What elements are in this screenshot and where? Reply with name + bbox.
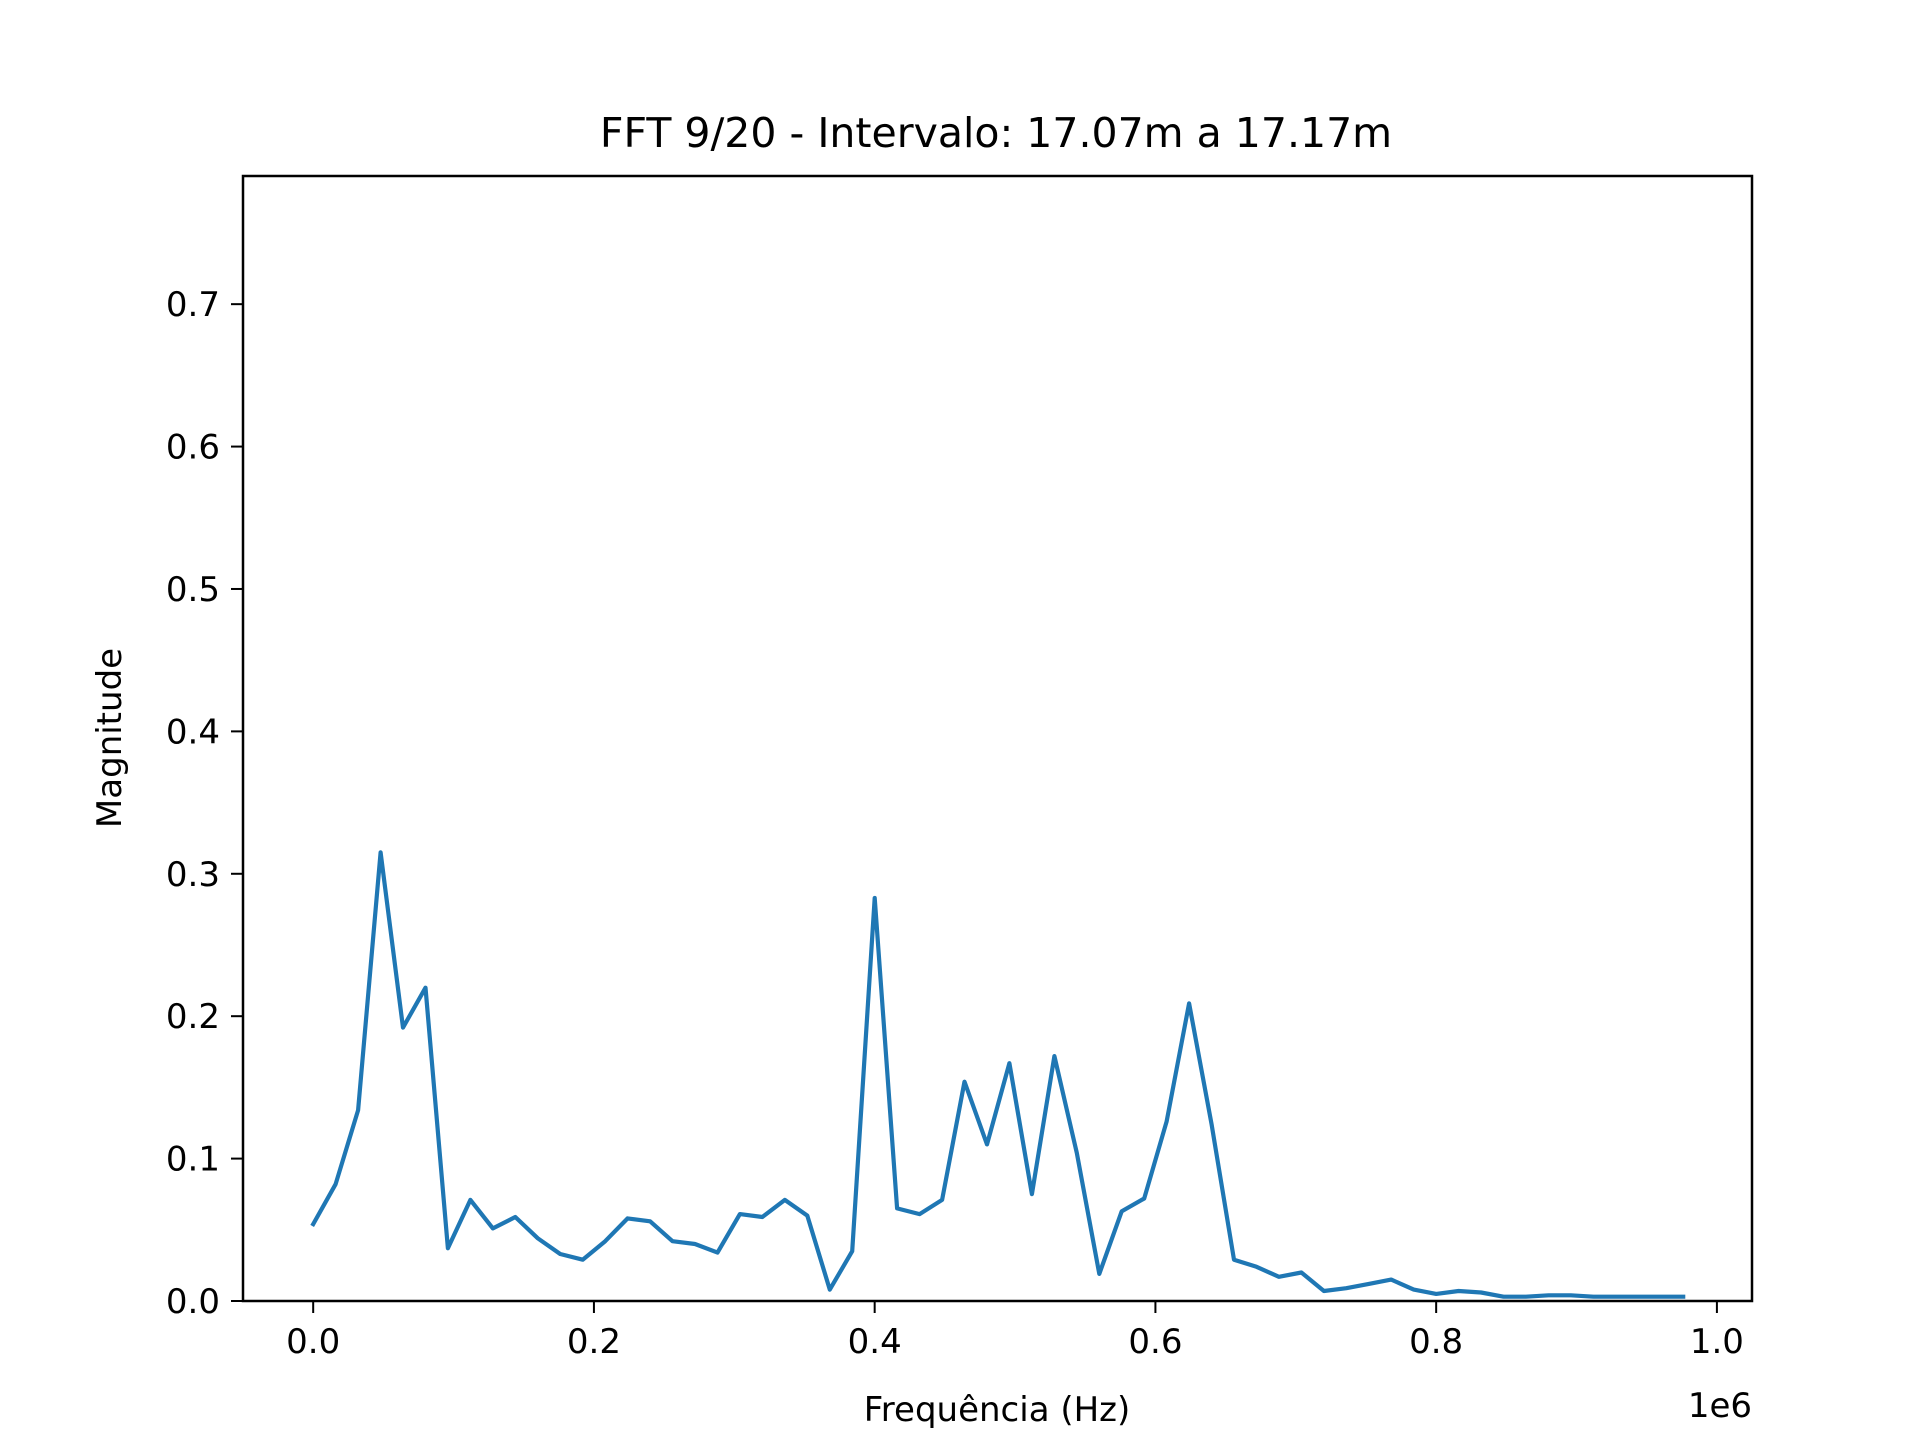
x-tick-label: 0.6 — [1128, 1322, 1182, 1362]
y-tick-label: 0.3 — [166, 855, 220, 895]
plot-area — [241, 174, 1754, 1303]
x-axis-title: Frequência (Hz) — [864, 1390, 1131, 1430]
y-tick-label: 0.6 — [166, 428, 220, 468]
y-tick-label: 0.4 — [166, 712, 220, 752]
chart-title: FFT 9/20 - Intervalo: 17.07m a 17.17m — [600, 109, 1392, 157]
x-tick-label: 0.2 — [567, 1322, 621, 1362]
x-tick-label: 0.0 — [286, 1322, 340, 1362]
x-tick-label: 0.8 — [1409, 1322, 1463, 1362]
series-group — [310, 850, 1686, 1299]
y-axis-title: Magnitude — [90, 648, 130, 828]
x-tick-label: 0.4 — [848, 1322, 902, 1362]
y-tick-label: 0.5 — [166, 570, 220, 610]
series-line-0 — [310, 850, 1686, 1299]
y-axis: 0.0 0.1 0.2 0.3 0.4 0.5 0.6 0.7 — [166, 285, 243, 1322]
plot-frame — [241, 174, 1754, 1303]
y-tick-label: 0.1 — [166, 1140, 220, 1180]
x-axis-offset-label: 1e6 — [1688, 1386, 1752, 1426]
x-tick-label: 1.0 — [1690, 1322, 1744, 1362]
y-tick-label: 0.2 — [166, 997, 220, 1037]
y-tick-label: 0.7 — [166, 285, 220, 325]
y-tick-label: 0.0 — [166, 1282, 220, 1322]
x-axis: 0.0 0.2 0.4 0.6 0.8 1.0 — [286, 1301, 1744, 1362]
